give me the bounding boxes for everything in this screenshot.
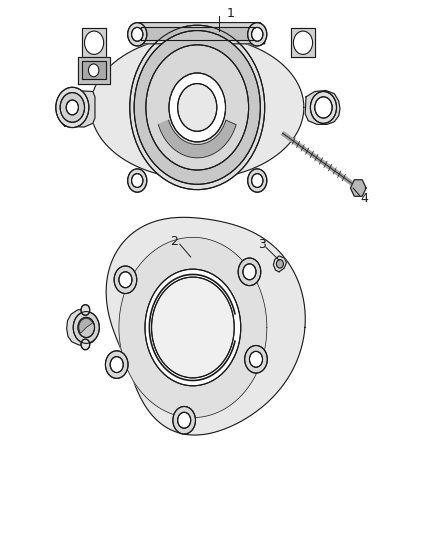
Circle shape [189, 85, 211, 112]
Circle shape [146, 45, 249, 170]
Polygon shape [78, 57, 110, 84]
Circle shape [178, 84, 217, 131]
Polygon shape [159, 120, 236, 158]
Circle shape [238, 258, 261, 286]
Polygon shape [82, 28, 106, 57]
Circle shape [180, 88, 202, 115]
Circle shape [134, 30, 260, 184]
Circle shape [250, 351, 262, 367]
Circle shape [73, 312, 99, 343]
Circle shape [81, 339, 90, 350]
Circle shape [184, 103, 206, 130]
Circle shape [169, 73, 226, 142]
Circle shape [243, 264, 256, 280]
Polygon shape [119, 237, 267, 418]
Polygon shape [350, 180, 366, 196]
Circle shape [110, 357, 123, 373]
Text: 2: 2 [170, 235, 178, 247]
Text: 4: 4 [361, 192, 369, 205]
Circle shape [119, 272, 132, 288]
Circle shape [193, 88, 214, 115]
Circle shape [184, 85, 206, 112]
Circle shape [60, 93, 85, 122]
Polygon shape [106, 217, 305, 435]
Polygon shape [273, 256, 286, 272]
Text: 3: 3 [258, 238, 265, 251]
Circle shape [179, 94, 201, 120]
Circle shape [78, 317, 95, 337]
Circle shape [247, 169, 267, 192]
Polygon shape [67, 309, 96, 345]
Circle shape [152, 277, 234, 378]
Polygon shape [82, 61, 106, 79]
Circle shape [131, 174, 143, 188]
Circle shape [127, 23, 147, 46]
Circle shape [245, 345, 267, 373]
Polygon shape [134, 22, 265, 44]
Circle shape [131, 27, 143, 41]
Circle shape [130, 25, 265, 190]
Polygon shape [58, 91, 95, 127]
Circle shape [276, 260, 283, 268]
Circle shape [85, 31, 104, 54]
Circle shape [173, 407, 195, 434]
Circle shape [178, 413, 191, 428]
Circle shape [180, 100, 202, 126]
Circle shape [193, 100, 214, 126]
Wedge shape [79, 318, 93, 333]
Polygon shape [291, 28, 315, 57]
Polygon shape [305, 91, 340, 124]
Circle shape [247, 23, 267, 46]
Polygon shape [141, 27, 258, 39]
Circle shape [106, 351, 128, 378]
Circle shape [315, 97, 332, 118]
Polygon shape [91, 36, 304, 179]
Circle shape [114, 266, 137, 294]
Circle shape [293, 31, 313, 54]
Circle shape [145, 269, 241, 386]
Text: 1: 1 [227, 6, 235, 20]
Circle shape [81, 305, 90, 316]
Circle shape [127, 169, 147, 192]
Circle shape [311, 92, 336, 123]
Circle shape [251, 174, 263, 188]
Circle shape [88, 64, 99, 77]
Circle shape [66, 100, 78, 115]
Circle shape [56, 87, 89, 127]
Circle shape [251, 27, 263, 41]
Circle shape [189, 103, 211, 130]
Circle shape [194, 94, 216, 120]
